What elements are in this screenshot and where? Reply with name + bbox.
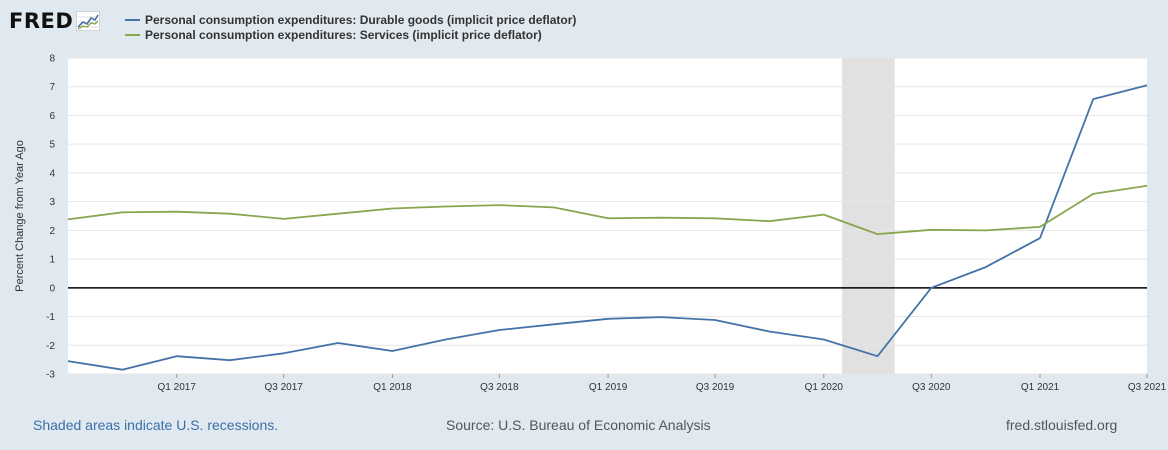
recession-shading	[842, 58, 895, 374]
y-tick-label: -2	[46, 341, 55, 352]
x-tick-label: Q3 2020	[912, 382, 951, 393]
legend-item-services[interactable]: Personal consumption expenditures: Servi…	[125, 27, 576, 42]
x-tick-label: Q1 2020	[805, 382, 844, 393]
y-axis-label: Percent Change from Year Ago	[14, 140, 26, 292]
x-tick-label: Q1 2021	[1021, 382, 1060, 393]
y-tick-label: 5	[49, 140, 55, 151]
series-line-services[interactable]	[67, 184, 1148, 236]
y-tick-label: 3	[49, 197, 55, 208]
y-tick-label: 8	[49, 54, 55, 65]
y-tick-label: 0	[49, 283, 55, 294]
series-line-durable-goods[interactable]	[67, 84, 1148, 371]
legend-item-durable-goods[interactable]: Personal consumption expenditures: Durab…	[125, 12, 576, 27]
x-tick-label: Q1 2019	[589, 382, 628, 393]
legend-label-durable-goods: Personal consumption expenditures: Durab…	[145, 12, 577, 27]
y-tick-label: 6	[49, 111, 55, 122]
plot-area	[68, 58, 1147, 374]
legend-label-services: Personal consumption expenditures: Servi…	[145, 27, 542, 42]
y-tick-label: -1	[46, 312, 55, 323]
site-link[interactable]: fred.stlouisfed.org	[1006, 417, 1118, 433]
x-tick-label: Q3 2017	[264, 382, 303, 393]
source-text: Source: U.S. Bureau of Economic Analysis	[446, 417, 711, 433]
y-tick-label: 1	[49, 255, 55, 266]
logo-text: FRED	[9, 9, 74, 33]
y-tick-label: 2	[49, 226, 55, 237]
y-tick-label: -3	[46, 370, 55, 381]
line-graph-icon	[76, 11, 101, 31]
x-tick-label: Q1 2018	[373, 382, 412, 393]
x-tick-label: Q3 2021	[1128, 382, 1167, 393]
legend-swatch-durable-goods	[125, 18, 140, 21]
line-chart: 8 7 6 5 4 3 2 1 0 -1 -2 -3 Q1 2017 Q3 2017 Q1 2018 Q3 …	[14, 54, 1167, 394]
chart-legend: Personal consumption expenditures: Durab…	[125, 12, 576, 42]
y-tick-label: 7	[49, 82, 55, 93]
recession-note-link[interactable]: Shaded areas indicate U.S. recessions.	[33, 417, 279, 433]
x-tick-label: Q1 2017	[158, 382, 197, 393]
legend-swatch-services	[125, 33, 140, 36]
x-tick-label: Q3 2018	[480, 382, 519, 393]
x-tick-label: Q3 2019	[696, 382, 735, 393]
fred-logo[interactable]: FRED	[9, 8, 101, 34]
y-tick-label: 4	[49, 168, 55, 179]
